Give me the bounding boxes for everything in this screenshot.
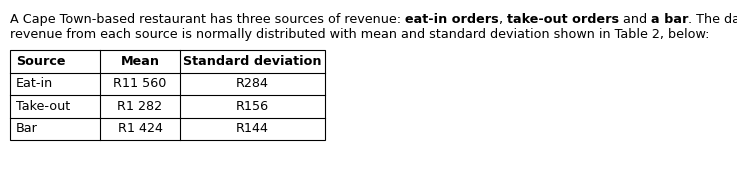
Text: A Cape Town-based restaurant has three sources of revenue:: A Cape Town-based restaurant has three s… bbox=[10, 13, 405, 26]
Text: Mean: Mean bbox=[121, 55, 159, 68]
Text: . The daily: . The daily bbox=[688, 13, 737, 26]
Text: and: and bbox=[619, 13, 651, 26]
Text: R284: R284 bbox=[236, 77, 269, 90]
Text: R156: R156 bbox=[236, 100, 269, 113]
Text: R144: R144 bbox=[236, 122, 269, 135]
Text: R1 282: R1 282 bbox=[117, 100, 163, 113]
Text: a bar: a bar bbox=[651, 13, 688, 26]
Text: ,: , bbox=[499, 13, 507, 26]
Text: Source: Source bbox=[16, 55, 66, 68]
Bar bbox=[10, 50, 325, 140]
Text: revenue from each source is normally distributed with mean and standard deviatio: revenue from each source is normally dis… bbox=[10, 28, 710, 41]
Text: R1 424: R1 424 bbox=[117, 122, 162, 135]
Text: Eat-in: Eat-in bbox=[16, 77, 53, 90]
Text: take-out orders: take-out orders bbox=[507, 13, 619, 26]
Text: Take-out: Take-out bbox=[16, 100, 70, 113]
Text: R11 560: R11 560 bbox=[113, 77, 167, 90]
Text: eat-in orders: eat-in orders bbox=[405, 13, 499, 26]
Text: Standard deviation: Standard deviation bbox=[184, 55, 322, 68]
Text: Bar: Bar bbox=[16, 122, 38, 135]
